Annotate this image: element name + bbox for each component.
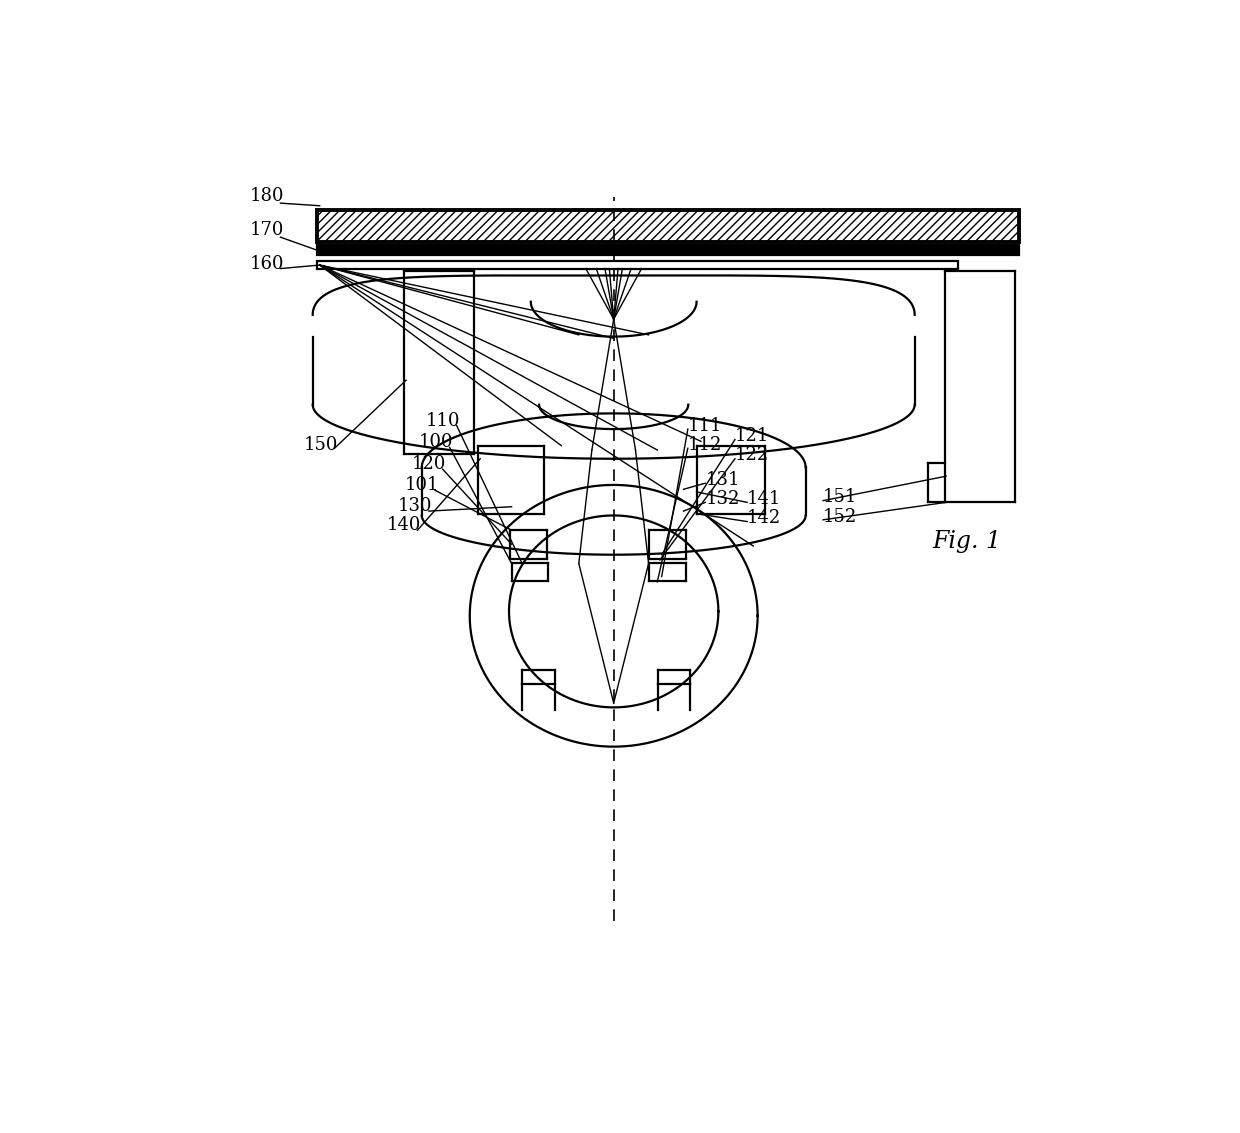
Bar [317, 210, 1019, 242]
Text: 122: 122 [735, 446, 769, 465]
Bar [317, 245, 1019, 255]
Text: 112: 112 [688, 436, 722, 454]
Text: 110: 110 [427, 411, 460, 429]
Text: 170: 170 [250, 221, 284, 239]
Text: Fig. 1: Fig. 1 [932, 530, 1001, 553]
Text: 132: 132 [706, 491, 740, 508]
Text: 152: 152 [823, 508, 857, 526]
Text: 141: 141 [748, 491, 781, 508]
Text: 140: 140 [387, 517, 422, 535]
Text: 121: 121 [735, 427, 769, 445]
Text: 111: 111 [688, 417, 723, 435]
Text: 142: 142 [748, 510, 781, 527]
Text: 130: 130 [398, 497, 433, 516]
Text: 101: 101 [404, 476, 439, 494]
Text: 151: 151 [823, 488, 857, 506]
Text: 131: 131 [706, 471, 740, 489]
Text: 150: 150 [304, 436, 339, 454]
Text: 100: 100 [419, 434, 454, 451]
Bar [317, 261, 959, 270]
Text: 160: 160 [250, 255, 284, 273]
Text: 180: 180 [250, 187, 284, 205]
Text: 120: 120 [412, 455, 446, 474]
